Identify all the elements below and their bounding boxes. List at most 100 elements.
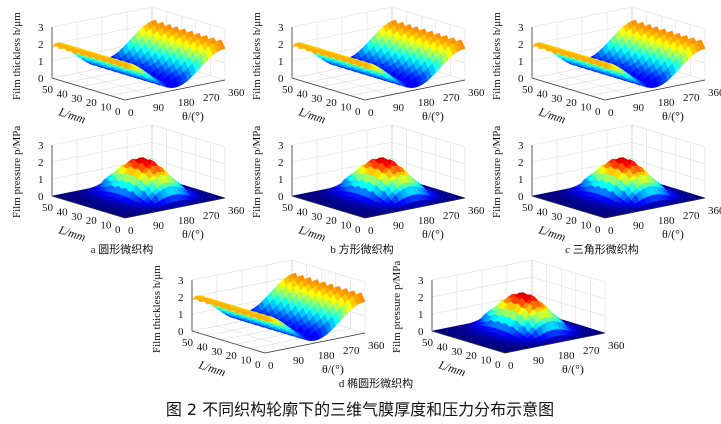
l-tick-label: 30	[551, 211, 563, 223]
l-tick-label: 0	[355, 106, 361, 118]
theta-tick-label: 90	[633, 102, 645, 114]
z-tick-label: 0	[38, 191, 44, 203]
l-tick-label: 40	[437, 341, 449, 353]
l-tick-label: 50	[282, 202, 294, 214]
gridline	[291, 259, 366, 283]
gridline	[151, 6, 226, 30]
theta-tick-label: 360	[708, 205, 721, 217]
theta-tick-label: 180	[558, 350, 575, 362]
l-axis	[291, 195, 366, 219]
theta-tick-label: 360	[468, 87, 485, 99]
gridline	[531, 276, 606, 300]
z-tick-label: 2	[38, 157, 44, 169]
z-tick-label: 2	[518, 39, 524, 51]
gridline	[151, 158, 226, 182]
theta-axis	[604, 197, 706, 219]
l-tick-label: 50	[42, 84, 54, 96]
theta-axis	[504, 332, 606, 354]
figure-caption: 图 2 不同织构轮廓下的三维气膜厚度和压力分布示意图	[165, 400, 555, 419]
surface-facet	[600, 62, 610, 69]
theta-tick-label: 360	[368, 340, 385, 352]
z-tick-label: 1	[38, 174, 44, 186]
gridline	[531, 293, 606, 317]
gridline	[76, 72, 151, 96]
subcaption-b: b 方形微织构	[330, 244, 394, 256]
theta-tick-label: 180	[318, 350, 335, 362]
theta-axis-label: θ/(°)	[322, 362, 344, 376]
l-tick-label: 30	[311, 93, 323, 105]
theta-axis-label: θ/(°)	[182, 109, 204, 123]
l-tick-label: 20	[226, 350, 238, 362]
z-tick-label: 1	[518, 56, 524, 68]
l-tick-label: 0	[115, 224, 121, 236]
theta-tick-label: 270	[203, 210, 220, 222]
z-tick-label: 3	[518, 140, 524, 152]
z-tick-label: 2	[278, 157, 284, 169]
theta-tick-label: 270	[683, 92, 700, 104]
l-tick-label: 50	[282, 84, 294, 96]
l-tick-label: 50	[522, 202, 534, 214]
l-tick-label: 20	[566, 97, 578, 109]
l-axis	[51, 77, 126, 101]
z-tick-label: 3	[518, 22, 524, 34]
gridline	[531, 259, 606, 283]
l-tick-label: 40	[297, 88, 309, 100]
theta-tick-label: 0	[368, 107, 374, 119]
subcaption-a: a 圆形微织构	[90, 244, 154, 256]
gridline	[101, 67, 176, 91]
l-tick-label: 30	[551, 93, 563, 105]
theta-tick-label: 0	[508, 360, 514, 372]
gridline	[316, 72, 391, 96]
z-tick-label: 0	[518, 191, 524, 203]
l-axis	[431, 330, 506, 354]
l-tick-label: 30	[71, 211, 83, 223]
l-tick-label: 40	[57, 206, 69, 218]
z-tick-label: 1	[278, 56, 284, 68]
l-tick-label: 10	[240, 355, 252, 367]
theta-tick-label: 90	[153, 102, 165, 114]
subcaption-d: d 椭圆形微织构	[338, 378, 414, 390]
z-axis-label: Film pressure p/MPa	[251, 126, 263, 218]
l-tick-label: 30	[71, 93, 83, 105]
z-tick-label: 0	[418, 326, 424, 338]
gridline	[151, 141, 226, 165]
gridline	[391, 158, 466, 182]
theta-tick-label: 180	[178, 97, 195, 109]
l-tick-label: 10	[340, 220, 352, 232]
theta-tick-label: 360	[608, 340, 625, 352]
z-axis-label: Film pressure p/MPa	[391, 261, 403, 353]
l-tick-label: 0	[355, 224, 361, 236]
theta-axis	[604, 79, 706, 101]
gridline	[341, 67, 416, 91]
l-tick-label: 20	[466, 350, 478, 362]
gridline	[631, 158, 706, 182]
theta-tick-label: 270	[343, 345, 360, 357]
z-tick-label: 0	[518, 73, 524, 85]
l-tick-label: 40	[197, 341, 209, 353]
theta-tick-label: 0	[608, 107, 614, 119]
l-tick-label: 30	[451, 346, 463, 358]
theta-tick-label: 360	[708, 87, 721, 99]
gridline	[391, 141, 466, 165]
theta-tick-label: 360	[228, 87, 245, 99]
l-tick-label: 40	[57, 88, 69, 100]
theta-axis-label: θ/(°)	[422, 227, 444, 241]
l-axis	[291, 77, 366, 101]
theta-axis-label: θ/(°)	[182, 227, 204, 241]
l-tick-label: 40	[297, 206, 309, 218]
theta-tick-label: 180	[178, 215, 195, 227]
theta-tick-label: 0	[608, 225, 614, 237]
z-tick-label: 1	[178, 309, 184, 321]
l-tick-label: 30	[311, 211, 323, 223]
z-axis-label: Film thickless h/μm	[251, 12, 263, 100]
theta-tick-label: 270	[443, 210, 460, 222]
theta-tick-label: 90	[533, 355, 545, 367]
z-tick-label: 3	[38, 22, 44, 34]
